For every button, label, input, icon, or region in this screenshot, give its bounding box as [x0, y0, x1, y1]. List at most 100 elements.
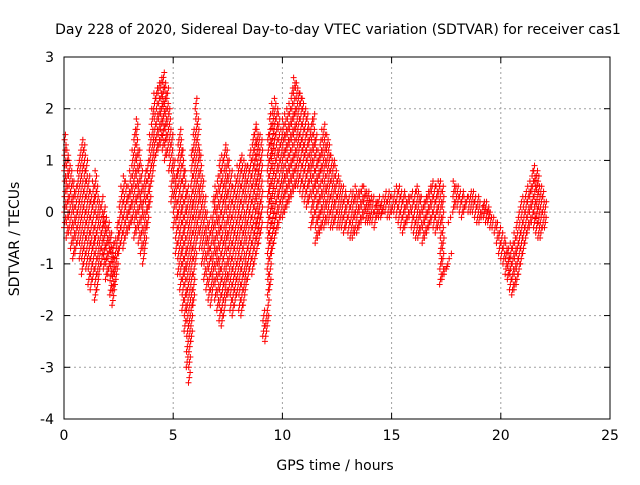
data-point — [161, 84, 168, 91]
data-point — [310, 116, 317, 123]
data-point — [165, 85, 172, 92]
data-point — [161, 69, 168, 76]
data-point — [520, 245, 527, 252]
data-point — [94, 183, 101, 190]
data-point — [238, 152, 245, 159]
data-point — [146, 198, 153, 205]
x-tick-label: 10 — [273, 428, 291, 444]
data-point — [251, 255, 258, 262]
data-point — [91, 297, 98, 304]
data-point — [303, 203, 310, 210]
data-point — [120, 240, 127, 247]
data-point — [185, 348, 192, 355]
data-point — [93, 286, 100, 293]
data-point — [275, 219, 282, 226]
data-point — [232, 297, 239, 304]
data-point — [112, 281, 119, 288]
data-point — [141, 250, 148, 257]
data-point — [251, 157, 258, 164]
data-point — [441, 271, 448, 278]
data-point — [240, 157, 247, 164]
data-point — [439, 214, 446, 221]
data-point — [446, 255, 453, 262]
data-point — [268, 250, 275, 257]
data-point — [194, 136, 201, 143]
data-point — [104, 271, 111, 278]
data-point — [193, 110, 200, 117]
data-point — [190, 281, 197, 288]
data-point — [253, 250, 260, 257]
data-point — [513, 281, 520, 288]
data-point — [439, 188, 446, 195]
data-point — [188, 307, 195, 314]
data-point — [144, 219, 151, 226]
data-point — [99, 193, 106, 200]
data-point — [312, 240, 319, 247]
data-point — [194, 121, 201, 128]
data-point — [432, 229, 439, 236]
data-point — [107, 277, 114, 284]
data-point — [197, 152, 204, 159]
data-point — [281, 209, 288, 216]
data-point — [82, 167, 89, 174]
data-point — [283, 203, 290, 210]
data-point — [440, 235, 447, 241]
data-point — [186, 343, 193, 350]
data-point — [143, 224, 150, 231]
data-point — [150, 162, 157, 169]
data-point — [95, 271, 102, 278]
data-point — [352, 183, 359, 190]
data-point — [99, 198, 106, 205]
data-point — [192, 105, 199, 112]
data-point — [440, 198, 447, 205]
data-point — [103, 214, 110, 221]
data-point — [186, 359, 193, 366]
data-point — [450, 178, 457, 185]
data-point — [115, 250, 122, 257]
data-point — [445, 219, 452, 226]
data-point — [139, 260, 146, 267]
data-point — [152, 152, 159, 159]
data-point — [266, 271, 273, 278]
data-point — [296, 90, 303, 97]
data-point — [447, 214, 454, 221]
y-tick-label: -2 — [40, 309, 54, 325]
data-point — [475, 193, 482, 200]
data-points — [61, 69, 550, 386]
data-point — [267, 281, 274, 288]
data-point — [266, 116, 273, 123]
data-point — [187, 353, 194, 360]
data-point — [145, 214, 152, 221]
data-point — [93, 172, 100, 179]
data-point — [134, 121, 141, 128]
data-point — [254, 245, 260, 252]
data-point — [190, 297, 197, 304]
data-point — [177, 126, 184, 133]
data-point — [265, 297, 272, 304]
data-point — [111, 286, 118, 293]
data-point — [143, 235, 150, 241]
data-point — [261, 338, 268, 345]
data-point — [187, 369, 194, 376]
data-point — [530, 209, 537, 216]
y-tick-label: 1 — [45, 153, 54, 169]
data-point — [259, 219, 266, 226]
data-point — [237, 312, 244, 319]
data-point — [137, 157, 144, 164]
data-point — [513, 276, 520, 283]
data-point — [181, 172, 188, 179]
data-point — [182, 178, 189, 185]
data-point — [193, 250, 200, 257]
data-point — [190, 271, 197, 278]
data-point — [186, 374, 193, 381]
data-point — [267, 266, 274, 273]
data-point — [311, 126, 318, 133]
data-point — [62, 131, 69, 138]
data-point — [179, 147, 186, 154]
data-point — [115, 260, 122, 267]
data-point — [259, 147, 266, 154]
data-point — [430, 178, 437, 185]
data-point — [193, 100, 200, 107]
data-point — [146, 188, 153, 195]
data-point — [93, 188, 100, 195]
